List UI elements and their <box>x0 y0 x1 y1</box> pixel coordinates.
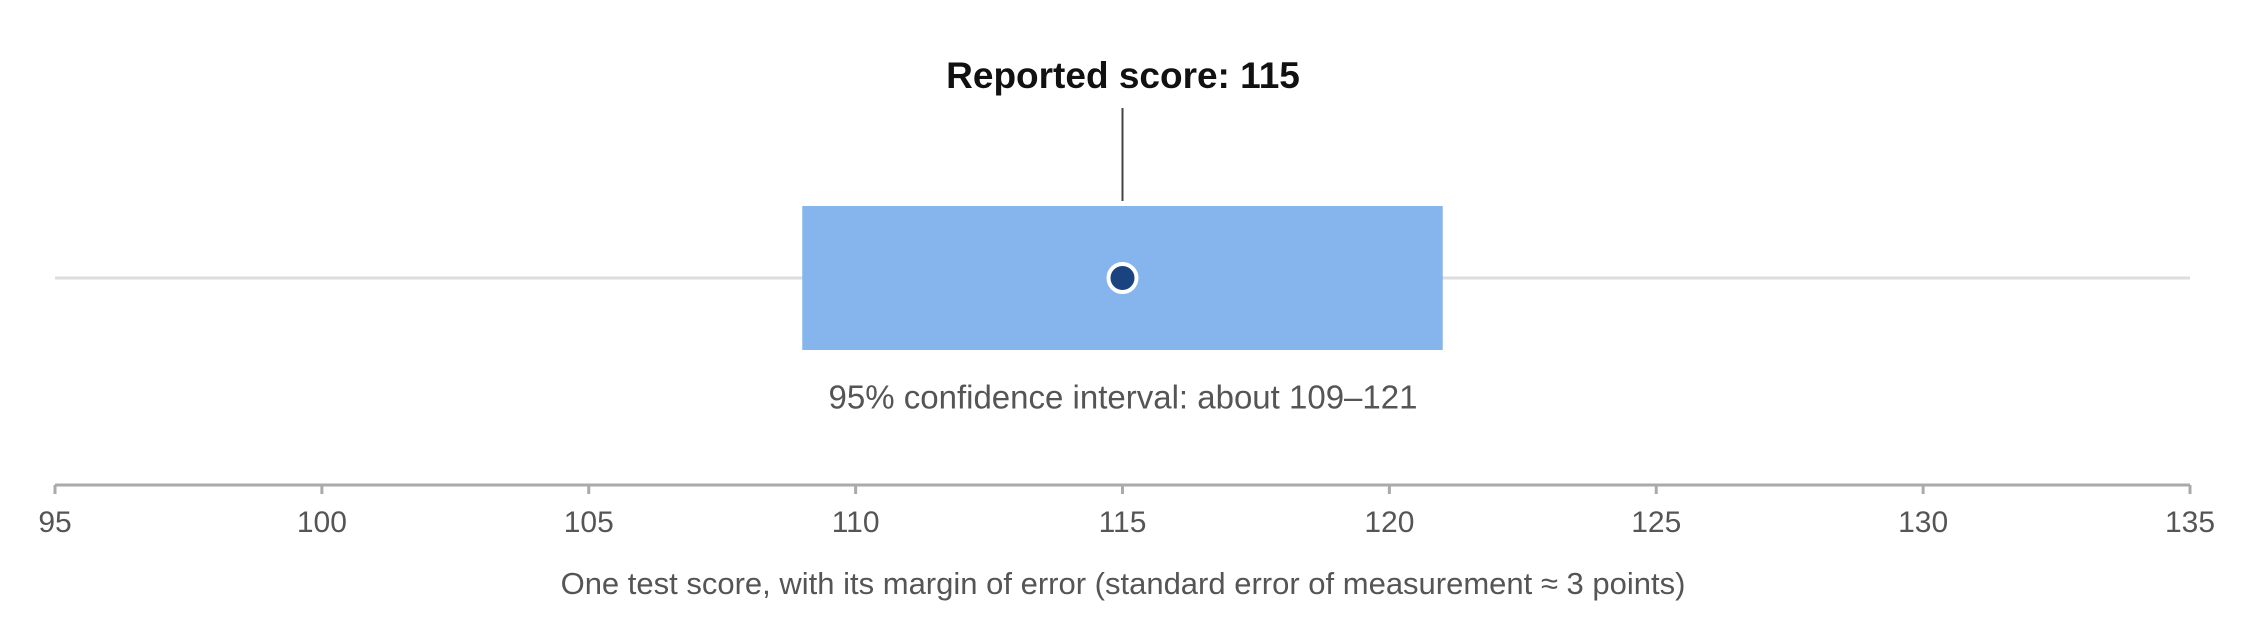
x-tick-label: 120 <box>1364 506 1414 539</box>
x-axis-label: One test score, with its margin of error… <box>561 566 1686 601</box>
x-tick-label: 100 <box>297 506 347 539</box>
annotation: Reported score: 115 <box>946 55 1300 96</box>
x-tick-label: 135 <box>2165 506 2215 539</box>
x-tick-label: 95 <box>38 506 71 539</box>
x-tick-label: 130 <box>1898 506 1948 539</box>
x-tick-label: 105 <box>564 506 614 539</box>
x-tick-label: 110 <box>832 506 880 539</box>
interval-label: 95% confidence interval: about 109–121 <box>829 379 1418 416</box>
score-point <box>1106 262 1139 294</box>
x-tick-label: 125 <box>1631 506 1681 539</box>
x-tick-label: 115 <box>1099 506 1147 539</box>
